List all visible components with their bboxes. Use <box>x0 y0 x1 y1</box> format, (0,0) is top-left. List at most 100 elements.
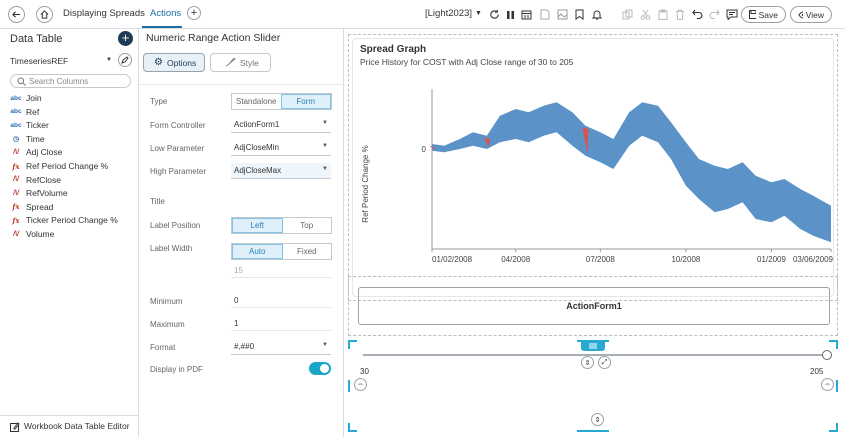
label-position-left-option[interactable]: Left <box>232 218 283 233</box>
column-item[interactable]: fx Spread <box>10 201 53 213</box>
search-columns-input[interactable]: Search Columns <box>10 74 131 88</box>
pencil-icon <box>121 56 129 64</box>
high-parameter-value: AdjCloseMax <box>234 166 282 175</box>
column-item[interactable]: ◷ Time <box>10 133 45 145</box>
save-button[interactable]: Save <box>741 6 786 23</box>
x-tick-label: 10/2008 <box>671 255 700 264</box>
column-item[interactable]: abc Ticker <box>10 119 49 131</box>
text-type-icon: abc <box>10 121 22 129</box>
column-item[interactable]: abc Join <box>10 92 41 104</box>
paintbrush-icon <box>225 58 236 67</box>
minimum-input[interactable]: 0 <box>234 296 239 305</box>
delete-icon[interactable] <box>673 8 686 21</box>
maximize-button[interactable]: ⤢ <box>598 356 611 369</box>
label-width-fixed-option[interactable]: Fixed <box>296 247 317 256</box>
calendar-icon[interactable] <box>520 8 533 21</box>
data-table-selector[interactable]: TimeseriesREF <box>10 56 69 66</box>
label-width-auto-option[interactable]: Auto <box>232 244 283 259</box>
style-label: Style <box>240 57 259 68</box>
divider <box>231 330 331 331</box>
back-button[interactable] <box>8 6 25 23</box>
minimum-label: Minimum <box>150 297 183 306</box>
tab-actions[interactable]: Actions <box>150 8 182 19</box>
move-vertical-bottom-button[interactable]: ⇕ <box>591 413 604 426</box>
bell-icon[interactable] <box>590 8 603 21</box>
resize-corner[interactable] <box>348 340 357 349</box>
view-button[interactable]: View <box>790 6 832 23</box>
resize-corner[interactable] <box>829 340 838 349</box>
style-tab-button[interactable]: Style <box>210 53 271 72</box>
x-tick-label: 07/2008 <box>586 255 615 264</box>
label-position-label: Label Position <box>150 221 201 230</box>
numeric-type-icon: /\/ <box>13 148 19 156</box>
resize-handle-bottom[interactable] <box>577 430 609 432</box>
resize-handle-left[interactable] <box>348 380 350 392</box>
add-data-table-button[interactable]: + <box>118 31 133 46</box>
bookmark-icon[interactable] <box>573 8 586 21</box>
display-pdf-toggle[interactable] <box>309 362 331 375</box>
low-parameter-select[interactable]: AdjCloseMin ▼ <box>231 140 331 156</box>
slider-max-handle[interactable] <box>822 350 832 360</box>
column-name: Adj Close <box>26 147 63 158</box>
high-parameter-select[interactable]: AdjCloseMax ▼ <box>231 163 331 179</box>
maximum-input[interactable]: 1 <box>234 319 239 328</box>
slider-track[interactable] <box>363 354 825 356</box>
pdf-export-icon[interactable] <box>538 8 551 21</box>
column-item[interactable]: /\/ RefClose <box>10 174 61 186</box>
table-chevron-icon[interactable]: ▼ <box>106 57 112 63</box>
resize-handle-right[interactable] <box>836 380 838 392</box>
column-item[interactable]: /\/ Adj Close <box>10 146 62 158</box>
edit-table-button[interactable] <box>118 53 132 67</box>
slider-min-label: 30 <box>360 367 369 376</box>
label-position-top-option[interactable]: Top <box>300 221 314 230</box>
column-item[interactable]: fx Ref Period Change % <box>10 160 108 172</box>
label-width-value-input[interactable]: 15 <box>234 266 243 275</box>
x-tick-label: 01/02/2008 <box>432 255 473 264</box>
expand-icon: ⤢ <box>601 358 608 366</box>
move-horizontal-right-button[interactable]: ⇔ <box>821 378 834 391</box>
column-name: Ref <box>26 106 40 117</box>
column-item[interactable]: /\/ RefVolume <box>10 187 68 199</box>
theme-chevron-icon[interactable]: ▼ <box>475 10 482 17</box>
spread-graph-panel[interactable]: Spread Graph Price History for COST with… <box>352 38 834 297</box>
column-item[interactable]: fx Ticker Period Change % <box>10 214 117 226</box>
negative-spread-mark <box>429 145 435 149</box>
active-tab-indicator <box>142 26 182 28</box>
divider <box>231 277 331 278</box>
column-name: Ticker <box>26 120 49 131</box>
move-horizontal-left-button[interactable]: ⇔ <box>354 378 367 391</box>
slider-max-label: 205 <box>810 367 824 376</box>
type-form-option[interactable]: Form <box>280 94 331 109</box>
data-table-title: Data Table <box>10 33 63 45</box>
theme-selector[interactable]: [Light2023] <box>425 8 473 19</box>
form-controller-label: Form Controller <box>150 121 206 130</box>
undo-icon[interactable] <box>691 8 704 21</box>
drag-handle-button[interactable] <box>581 340 605 351</box>
redo-icon[interactable] <box>708 8 721 21</box>
workbook-data-table-editor-button[interactable]: Workbook Data Table Editor <box>0 415 139 437</box>
paste-icon[interactable] <box>656 8 669 21</box>
action-form-button[interactable]: ActionForm1 <box>358 287 830 325</box>
copy-icon[interactable] <box>621 8 634 21</box>
resize-corner[interactable] <box>829 423 838 432</box>
tab-displaying-spreads[interactable]: Displaying Spreads <box>63 8 145 19</box>
format-select[interactable]: #,##0 ▼ <box>231 339 331 355</box>
resize-corner[interactable] <box>348 423 357 432</box>
chart-title: Spread Graph <box>360 44 427 55</box>
add-tab-button[interactable]: + <box>187 6 201 20</box>
low-parameter-label: Low Parameter <box>150 144 205 153</box>
column-item[interactable]: /\/ Volume <box>10 228 54 240</box>
options-tab-button[interactable]: ⚙ Options <box>143 53 205 72</box>
x-tick-label: 01/2009 <box>757 255 786 264</box>
cut-icon[interactable] <box>639 8 652 21</box>
comment-icon[interactable] <box>725 8 738 21</box>
pause-icon[interactable] <box>504 8 517 21</box>
home-button[interactable] <box>36 6 53 23</box>
column-item[interactable]: abc Ref <box>10 106 39 118</box>
type-standalone-option[interactable]: Standalone <box>236 97 277 106</box>
refresh-icon[interactable] <box>488 8 501 21</box>
image-export-icon[interactable] <box>556 8 569 21</box>
move-vertical-button[interactable]: ⇕ <box>581 356 594 369</box>
type-toggle: Standalone Form <box>231 93 332 110</box>
form-controller-select[interactable]: ActionForm1 ▼ <box>231 117 331 133</box>
